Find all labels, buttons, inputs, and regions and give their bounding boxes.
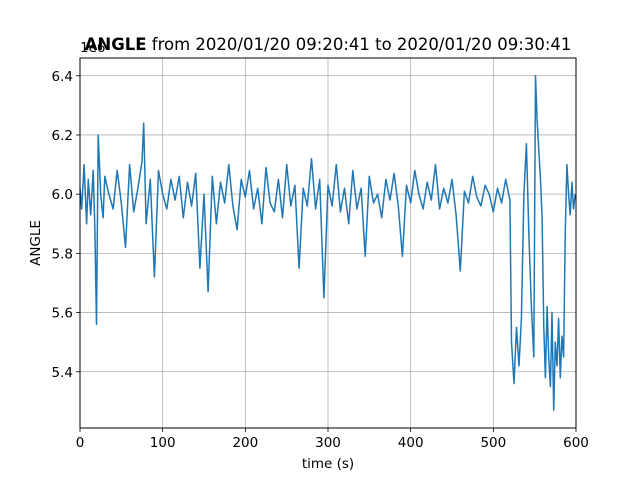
x-tick-label: 200 (232, 435, 258, 451)
series-line (79, 75, 576, 411)
x-axis-label: time (s) (302, 456, 354, 472)
y-tick-label: 5.6 (52, 306, 73, 322)
y-tick-label: 6.4 (52, 69, 73, 85)
y-axis: 5.4 5.6 5.8 6.0 6.2 6.4 (52, 69, 80, 381)
y-tick-label: 5.4 (52, 365, 73, 381)
chart-title-rest: from 2020/01/20 09:20:41 to 2020/01/20 0… (147, 35, 572, 54)
x-tick-label: 600 (563, 435, 589, 451)
x-tick-label: 400 (398, 435, 424, 451)
x-tick-label: 300 (315, 435, 341, 451)
y-axis-label: ANGLE (28, 220, 44, 266)
chart-title-bold: ANGLE (85, 35, 147, 54)
plot-line-group (79, 75, 576, 411)
x-tick-label: 0 (76, 435, 85, 451)
x-tick-label: 500 (480, 435, 506, 451)
y-tick-label: 6.0 (52, 187, 73, 203)
y-tick-label: 5.8 (52, 246, 73, 262)
y-tick-label: 6.2 (52, 128, 73, 144)
x-axis: 0 100 200 300 400 500 600 (76, 428, 589, 451)
chart-title: ANGLE from 2020/01/20 09:20:41 to 2020/0… (85, 35, 572, 54)
x-tick-label: 100 (150, 435, 176, 451)
y-offset-text: 1e6 (80, 40, 105, 56)
